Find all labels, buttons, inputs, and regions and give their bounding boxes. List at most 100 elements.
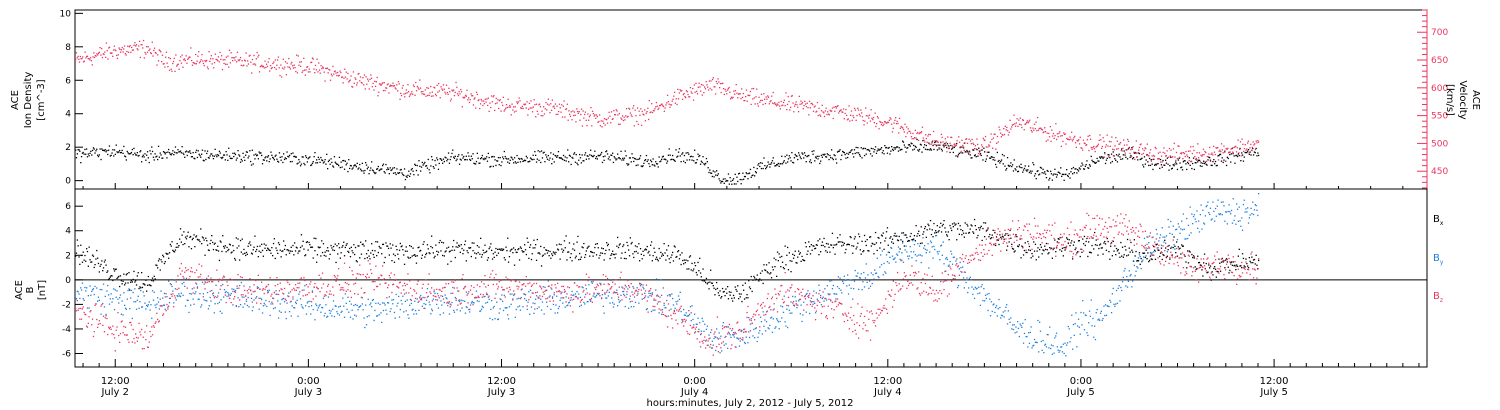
bx-point [561, 248, 563, 250]
velocity-point [1026, 121, 1028, 123]
by-point [124, 307, 127, 309]
by-point [135, 301, 137, 303]
density-point [168, 152, 171, 154]
velocity-point [490, 95, 493, 97]
bx-point [869, 236, 871, 238]
bx-point [863, 234, 866, 237]
bx-point [1205, 262, 1207, 265]
bx-point [243, 248, 245, 251]
by-point [281, 298, 283, 301]
bx-point [760, 279, 763, 281]
velocity-point [1108, 156, 1110, 158]
velocity-point [505, 107, 507, 109]
bx-point [1155, 244, 1157, 246]
by-point [229, 294, 231, 296]
by-point [450, 292, 452, 294]
bx-point [692, 270, 694, 272]
velocity-point [461, 106, 463, 108]
velocity-point [397, 81, 400, 83]
velocity-point [859, 115, 861, 117]
velocity-point [927, 135, 929, 137]
velocity-point [576, 108, 578, 110]
bx-point [714, 294, 716, 296]
velocity-point [1174, 156, 1176, 158]
by-point [306, 302, 308, 304]
density-point [333, 156, 336, 158]
velocity-point [295, 70, 297, 73]
velocity-point [520, 107, 522, 109]
bx-point [139, 286, 141, 288]
density-point [902, 141, 905, 143]
density-point [718, 178, 720, 180]
density-point [149, 150, 151, 152]
density-point [196, 156, 199, 159]
bx-point [1118, 252, 1120, 254]
bx-point [751, 290, 753, 293]
density-point [1240, 160, 1242, 162]
velocity-point [519, 100, 521, 102]
velocity-point [638, 110, 640, 112]
velocity-point [1236, 147, 1238, 149]
density-point [131, 148, 133, 151]
density-point [683, 160, 685, 162]
density-point [401, 172, 403, 174]
bx-point [164, 261, 166, 263]
velocity-point [348, 80, 351, 82]
density-point [1170, 156, 1172, 158]
by-point [513, 294, 515, 296]
bx-point [849, 236, 851, 238]
velocity-point [1138, 146, 1141, 149]
by-point [267, 291, 270, 293]
velocity-point [1101, 147, 1103, 149]
density-point [75, 157, 78, 159]
velocity-point [1112, 148, 1114, 150]
bx-point [360, 241, 362, 243]
density-point [1091, 159, 1093, 161]
density-point [445, 157, 447, 159]
bx-point [354, 253, 356, 256]
density-point [673, 159, 675, 161]
density-point [769, 166, 771, 168]
bx-point [277, 252, 279, 254]
density-point [1222, 161, 1224, 164]
density-point [859, 155, 861, 157]
bx-point [1061, 250, 1063, 252]
by-point [544, 286, 546, 288]
by-point [182, 294, 184, 296]
density-point [708, 171, 710, 174]
bx-point [803, 259, 805, 262]
velocity-point [350, 75, 352, 77]
bx-point [683, 259, 686, 261]
density-point [1219, 153, 1221, 156]
bx-point [727, 298, 730, 300]
bx-point [1154, 258, 1157, 260]
velocity-point [561, 116, 564, 118]
density-point [905, 151, 907, 153]
density-point [351, 168, 353, 170]
density-point [1004, 165, 1006, 167]
density-point [583, 160, 585, 162]
by-point [468, 308, 470, 311]
velocity-point [102, 53, 104, 55]
bx-point [1180, 253, 1182, 255]
bx-point [699, 257, 701, 259]
by-point [537, 297, 539, 299]
bx-point [946, 234, 948, 236]
bx-point [1236, 264, 1238, 266]
by-point [446, 298, 448, 300]
velocity-point [1168, 156, 1170, 158]
bx-point [475, 257, 477, 259]
density-point [212, 155, 214, 157]
bx-point [450, 260, 452, 263]
density-point [394, 172, 396, 174]
density-point [939, 144, 941, 146]
velocity-point [1118, 143, 1120, 145]
density-point [923, 146, 925, 149]
bx-point [289, 250, 292, 252]
velocity-point [246, 65, 248, 67]
bx-point [430, 245, 432, 248]
density-point [731, 183, 733, 185]
by-point [265, 299, 267, 302]
bx-point [338, 247, 341, 249]
density-point [626, 163, 628, 165]
